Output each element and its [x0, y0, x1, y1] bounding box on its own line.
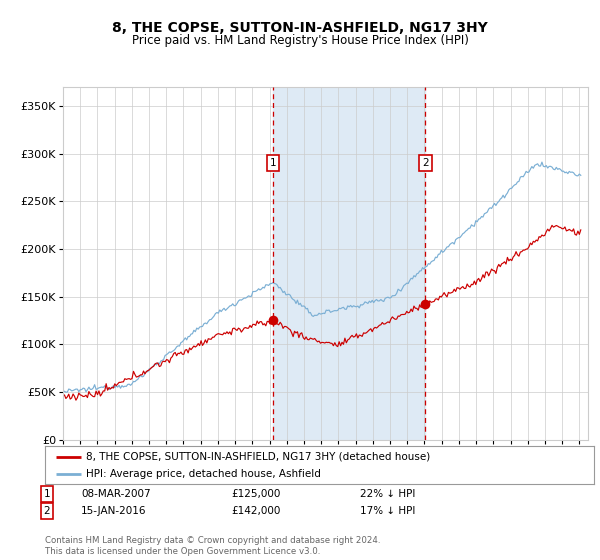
Text: 22% ↓ HPI: 22% ↓ HPI: [360, 489, 415, 499]
Text: 15-JAN-2016: 15-JAN-2016: [81, 506, 146, 516]
Text: 2: 2: [422, 158, 429, 168]
Text: Price paid vs. HM Land Registry's House Price Index (HPI): Price paid vs. HM Land Registry's House …: [131, 34, 469, 46]
Text: £125,000: £125,000: [231, 489, 280, 499]
Text: Contains HM Land Registry data © Crown copyright and database right 2024.
This d: Contains HM Land Registry data © Crown c…: [45, 536, 380, 556]
Text: £142,000: £142,000: [231, 506, 280, 516]
Bar: [273, 87, 425, 440]
Text: HPI: Average price, detached house, Ashfield: HPI: Average price, detached house, Ashf…: [86, 469, 321, 479]
Text: 8, THE COPSE, SUTTON-IN-ASHFIELD, NG17 3HY (detached house): 8, THE COPSE, SUTTON-IN-ASHFIELD, NG17 3…: [86, 451, 430, 461]
Text: 1: 1: [269, 158, 276, 168]
Text: 8, THE COPSE, SUTTON-IN-ASHFIELD, NG17 3HY: 8, THE COPSE, SUTTON-IN-ASHFIELD, NG17 3…: [112, 21, 488, 35]
Text: 1: 1: [43, 489, 50, 499]
Text: 17% ↓ HPI: 17% ↓ HPI: [360, 506, 415, 516]
Text: 08-MAR-2007: 08-MAR-2007: [81, 489, 151, 499]
Text: 2: 2: [43, 506, 50, 516]
